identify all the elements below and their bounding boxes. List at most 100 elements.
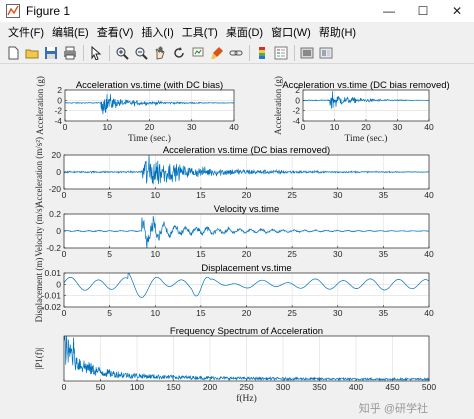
- rotate-icon[interactable]: [170, 44, 188, 62]
- y-tick-label: -0.01: [42, 291, 62, 301]
- x-tick-label: 350: [312, 382, 326, 392]
- y-axis-label: Displacement (m): [34, 258, 44, 323]
- y-tick-label: -0.02: [42, 302, 62, 312]
- save-icon[interactable]: [42, 44, 60, 62]
- menu-view[interactable]: 查看(V): [96, 27, 134, 39]
- x-tick-label: 30: [333, 249, 343, 259]
- zoom-in-icon[interactable]: [113, 44, 131, 62]
- x-tick-label: 30: [333, 190, 343, 200]
- y-tick-label: 0.01: [44, 268, 61, 278]
- menu-file[interactable]: 文件(F): [8, 27, 45, 39]
- matlab-figure-icon: [6, 4, 20, 18]
- x-tick-label: 35: [379, 308, 389, 318]
- menu-help[interactable]: 帮助(H): [318, 27, 357, 39]
- menu-desktop[interactable]: 桌面(D): [225, 27, 264, 39]
- x-tick-label: 10: [151, 190, 161, 200]
- x-tick-label: 25: [287, 308, 297, 318]
- x-tick-label: 5: [107, 249, 112, 259]
- close-button[interactable]: ✕: [451, 4, 463, 18]
- axes-title: Acceleration vs.time (DC bias removed): [163, 145, 330, 156]
- x-tick-label: 35: [379, 249, 389, 259]
- data-cursor-icon[interactable]: [189, 44, 207, 62]
- new-figure-icon[interactable]: [4, 44, 22, 62]
- x-tick-label: 300: [276, 382, 290, 392]
- series-line: [64, 155, 429, 185]
- legend-icon[interactable]: [272, 44, 290, 62]
- pointer-icon[interactable]: [87, 44, 105, 62]
- x-tick-label: 10: [151, 308, 161, 318]
- y-tick-label: -0.2: [46, 243, 61, 253]
- series-line: [65, 94, 234, 115]
- x-tick-label: 15: [196, 249, 206, 259]
- x-axis-label: Time (sec.): [345, 133, 388, 144]
- plot-panel[interactable]: 知乎 @研学社 0 10 20 30 40-4-202 Acceleration vs.t…: [0, 64, 474, 419]
- figure-canvas[interactable]: 知乎 @研学社 0 10 20 30 40 -4 -2 0 2 Acceleration vs.t…: [0, 64, 474, 419]
- x-tick-label: 150: [166, 382, 180, 392]
- print-icon[interactable]: [61, 44, 79, 62]
- x-tick-label: 30: [187, 122, 197, 132]
- x-tick-label: 20: [242, 190, 252, 200]
- menu-tools[interactable]: 工具(T): [181, 27, 218, 39]
- x-tick-label: 50: [96, 382, 106, 392]
- watermark-text: 知乎 @研学社: [359, 401, 428, 415]
- zoom-out-icon[interactable]: [132, 44, 150, 62]
- x-tick-label: 5: [107, 190, 112, 200]
- x-tick-label: 450: [385, 382, 399, 392]
- y-tick-label: 20: [52, 150, 62, 160]
- menu-insert[interactable]: 插入(I): [141, 27, 174, 39]
- series-line: [64, 273, 429, 298]
- x-tick-label: 40: [424, 249, 434, 259]
- axes-title: Velocity vs.time: [214, 204, 279, 215]
- y-tick-label: -2: [54, 106, 62, 116]
- y-axis-label: Acceleration (g): [35, 76, 45, 135]
- colorbar-icon[interactable]: [253, 44, 271, 62]
- link-icon[interactable]: [227, 44, 245, 62]
- open-folder-icon[interactable]: [23, 44, 41, 62]
- x-axis-label: Time (sec.): [128, 133, 171, 144]
- y-tick-label: 2: [57, 85, 62, 95]
- maximize-button[interactable]: ☐: [417, 4, 429, 18]
- x-tick-label: 0: [62, 382, 67, 392]
- x-tick-label: 15: [196, 308, 206, 318]
- x-tick-label: 100: [130, 382, 144, 392]
- x-axis-label: f(Hz): [236, 393, 257, 404]
- x-tick-label: 35: [379, 190, 389, 200]
- y-tick-label: 0: [56, 167, 61, 177]
- x-tick-label: 0: [62, 249, 67, 259]
- x-tick-label: 5: [107, 308, 112, 318]
- brush-icon[interactable]: [208, 44, 226, 62]
- menu-edit[interactable]: 编辑(E): [52, 27, 89, 39]
- toolbar-separator: [109, 44, 110, 61]
- x-tick-label: 200: [203, 382, 217, 392]
- x-tick-label: 250: [239, 382, 253, 392]
- x-tick-label: 0: [63, 122, 68, 132]
- x-tick-label: 20: [242, 249, 252, 259]
- minimize-button[interactable]: —: [383, 4, 395, 18]
- axes-title: Frequency Spectrum of Acceleration: [170, 326, 323, 337]
- x-tick-label: 10: [103, 122, 113, 132]
- x-tick-label: 0: [62, 190, 67, 200]
- y-tick-label: 0: [295, 95, 300, 105]
- show-plot-tools-icon[interactable]: [317, 44, 335, 62]
- y-tick-label: -4: [54, 116, 62, 126]
- subplot-1: 0 10 20 30 40-4-202 Acceleration vs.time (wit…: [35, 76, 239, 144]
- toolbar-separator: [294, 44, 295, 61]
- y-tick-label: 2: [295, 85, 300, 95]
- x-tick-label: 40: [229, 122, 239, 132]
- window-title: Figure 1: [26, 4, 71, 18]
- y-tick-label: -4: [292, 116, 300, 126]
- y-tick-label: 0: [56, 279, 61, 289]
- y-tick-label: -2: [292, 106, 300, 116]
- x-tick-label: 25: [287, 249, 297, 259]
- hide-plot-tools-icon[interactable]: [298, 44, 316, 62]
- axes-title: Acceleration vs.time (with DC bias): [76, 80, 223, 91]
- subplot-4: 0 5 10 15 20 25 30 35 40-0.200.2 Velocity vs.time…: [34, 204, 434, 259]
- x-tick-label: 10: [151, 249, 161, 259]
- menu-window[interactable]: 窗口(W): [271, 27, 311, 39]
- pan-icon[interactable]: [151, 44, 169, 62]
- x-tick-label: 40: [424, 190, 434, 200]
- x-tick-label: 30: [333, 308, 343, 318]
